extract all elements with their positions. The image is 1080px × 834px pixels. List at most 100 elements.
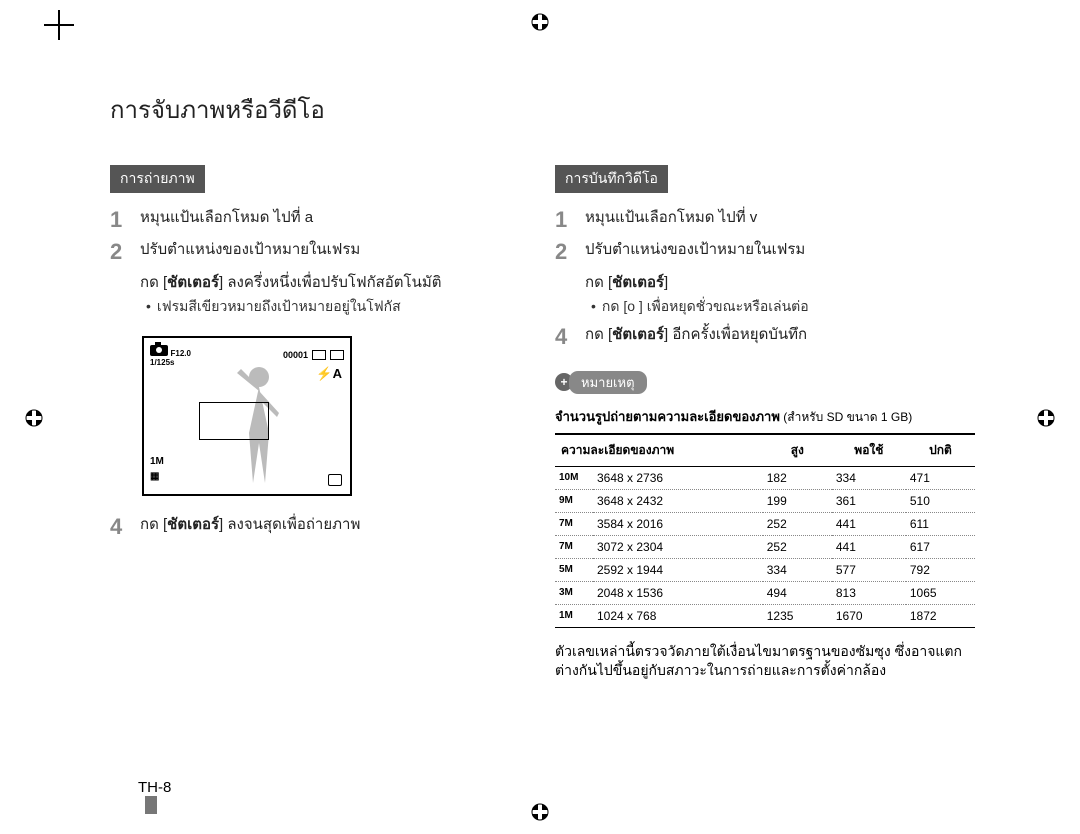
size-icon: 9M xyxy=(555,489,593,512)
cell-res: 3648 x 2432 xyxy=(593,489,763,512)
lcd-preview-illustration: F12.0 1/125s 00001 ⚡A 1M ▦ xyxy=(142,336,352,496)
cell-mid: 1670 xyxy=(832,604,906,627)
size-icon: 7M xyxy=(555,535,593,558)
right-column: การบันทึกวิดีโอ 1 หมุนแป้นเลือกโหมด ไปที… xyxy=(555,165,975,681)
table-caption: จำนวนรูปถ่ายตามความละเอียดของภาพ (สำหรับ… xyxy=(555,406,975,427)
cell-normal: 792 xyxy=(906,558,975,581)
cell-mid: 334 xyxy=(832,466,906,489)
cell-res: 2048 x 1536 xyxy=(593,581,763,604)
cell-high: 252 xyxy=(763,535,832,558)
table-header-row: ความละเอียดของภาพ สูง พอใช้ ปกติ xyxy=(555,434,975,467)
left-column: การถ่ายภาพ 1 หมุนแป้นเลือกโหมด ไปที่ a 2… xyxy=(110,165,500,547)
counter: 00001 xyxy=(283,350,308,360)
registration-mark-icon xyxy=(528,800,552,824)
table-row: 10M3648 x 2736182334471 xyxy=(555,466,975,489)
step-text: หมุนแป้นเลือกโหมด ไปที่ a xyxy=(140,207,313,230)
step-number: 2 xyxy=(110,239,140,265)
step-text: ปรับตำแหน่งของเป้าหมายในเฟรม xyxy=(140,239,360,262)
cell-high: 494 xyxy=(763,581,832,604)
table-row: 1M1024 x 768123516701872 xyxy=(555,604,975,627)
step-number: 1 xyxy=(555,207,585,233)
cell-high: 182 xyxy=(763,466,832,489)
step: 4 กด [ชัตเตอร์] อีกครั้งเพื่อหยุดบันทึก xyxy=(555,324,975,350)
col-mid: พอใช้ xyxy=(832,434,906,467)
step-number: 4 xyxy=(110,514,140,540)
registration-mark-icon xyxy=(1034,406,1058,430)
camera-mode-icon: F12.0 1/125s xyxy=(150,342,191,367)
page-number-bar xyxy=(145,796,157,814)
step-text: กด [ชัตเตอร์] ลงครึ่งหนึ่งเพื่อปรับโฟกัส… xyxy=(140,274,442,291)
cell-normal: 617 xyxy=(906,535,975,558)
cell-res: 1024 x 768 xyxy=(593,604,763,627)
cell-res: 2592 x 1944 xyxy=(593,558,763,581)
grid-icon: ▦ xyxy=(150,471,164,482)
section-label-video: การบันทึกวิดีโอ xyxy=(555,165,668,193)
table-row: 7M3584 x 2016252441611 xyxy=(555,512,975,535)
step: 1 หมุนแป้นเลือกโหมด ไปที่ v xyxy=(555,207,975,233)
table-row: 5M2592 x 1944334577792 xyxy=(555,558,975,581)
cell-mid: 361 xyxy=(832,489,906,512)
cell-res: 3072 x 2304 xyxy=(593,535,763,558)
page-title: การจับภาพหรือวีดีโอ xyxy=(110,90,325,129)
cell-high: 252 xyxy=(763,512,832,535)
registration-mark-icon xyxy=(528,10,552,34)
cell-high: 1235 xyxy=(763,604,832,627)
video-steps: 1 หมุนแป้นเลือกโหมด ไปที่ v 2 ปรับตำแหน่… xyxy=(555,207,975,351)
size-icon: 7M xyxy=(555,512,593,535)
flash-auto-icon: ⚡A xyxy=(316,366,342,382)
step-text: ปรับตำแหน่งของเป้าหมายในเฟรม xyxy=(585,239,805,262)
size-icon: 5M xyxy=(555,558,593,581)
step: 1 หมุนแป้นเลือกโหมด ไปที่ a xyxy=(110,207,500,233)
step-text: หมุนแป้นเลือกโหมด ไปที่ v xyxy=(585,207,757,230)
crop-mark-icon xyxy=(44,24,74,26)
cell-normal: 1065 xyxy=(906,581,975,604)
cell-normal: 611 xyxy=(906,512,975,535)
step: 3 กด [ชัตเตอร์] ลงครึ่งหนึ่งเพื่อปรับโฟก… xyxy=(110,272,500,319)
footer-note: ตัวเลขเหล่านี้ตรวจวัดภายใต้เงื่อนไขมาตรฐ… xyxy=(555,642,975,681)
size-icon: 3M xyxy=(555,581,593,604)
step-subtext: เฟรมสีเขียวหมายถึงเป้าหมายอยู่ในโฟกัส xyxy=(146,296,442,318)
lcd-left-icons: 1M ▦ xyxy=(150,452,164,482)
registration-mark-icon xyxy=(22,406,46,430)
table-row: 3M2048 x 15364948131065 xyxy=(555,581,975,604)
resolution-table: ความละเอียดของภาพ สูง พอใช้ ปกติ 10M3648… xyxy=(555,433,975,628)
step: 2 ปรับตำแหน่งของเป้าหมายในเฟรม xyxy=(555,239,975,265)
cell-res: 3584 x 2016 xyxy=(593,512,763,535)
cell-high: 199 xyxy=(763,489,832,512)
battery-icon xyxy=(330,350,344,360)
cell-high: 334 xyxy=(763,558,832,581)
step-text: กด [ชัตเตอร์] ลงจนสุดเพื่อถ่ายภาพ xyxy=(140,514,360,537)
photo-steps: 1 หมุนแป้นเลือกโหมด ไปที่ a 2 ปรับตำแหน่… xyxy=(110,207,500,318)
step: 3 กด [ชัตเตอร์] กด [o ] เพื่อหยุดชั่วขณะ… xyxy=(555,272,975,319)
step-number: 1 xyxy=(110,207,140,233)
cell-mid: 577 xyxy=(832,558,906,581)
col-high: สูง xyxy=(763,434,832,467)
photo-steps-cont: 4 กด [ชัตเตอร์] ลงจนสุดเพื่อถ่ายภาพ xyxy=(110,514,500,540)
sd-icon xyxy=(312,350,326,360)
cell-normal: 510 xyxy=(906,489,975,512)
col-resolution: ความละเอียดของภาพ xyxy=(555,434,763,467)
af-frame xyxy=(199,402,269,440)
step-subtext: กด [o ] เพื่อหยุดชั่วขณะหรือเล่นต่อ xyxy=(591,296,809,318)
page-number: TH-8 xyxy=(138,779,171,796)
step: 4 กด [ชัตเตอร์] ลงจนสุดเพื่อถ่ายภาพ xyxy=(110,514,500,540)
note-label: + หมายเหตุ xyxy=(555,371,647,394)
step-text: กด [ชัตเตอร์] อีกครั้งเพื่อหยุดบันทึก xyxy=(585,324,807,347)
cell-res: 3648 x 2736 xyxy=(593,466,763,489)
cell-mid: 441 xyxy=(832,535,906,558)
size-icon: 10M xyxy=(555,466,593,489)
col-normal: ปกติ xyxy=(906,434,975,467)
cell-mid: 813 xyxy=(832,581,906,604)
table-row: 7M3072 x 2304252441617 xyxy=(555,535,975,558)
cell-mid: 441 xyxy=(832,512,906,535)
cell-normal: 1872 xyxy=(906,604,975,627)
section-label-photo: การถ่ายภาพ xyxy=(110,165,205,193)
step-number: 4 xyxy=(555,324,585,350)
table-row: 9M3648 x 2432199361510 xyxy=(555,489,975,512)
smart-icon xyxy=(328,474,342,486)
step-text: กด [ชัตเตอร์] xyxy=(585,274,668,291)
step-number: 2 xyxy=(555,239,585,265)
size-icon: 1M xyxy=(555,604,593,627)
step: 2 ปรับตำแหน่งของเป้าหมายในเฟรม xyxy=(110,239,500,265)
cell-normal: 471 xyxy=(906,466,975,489)
